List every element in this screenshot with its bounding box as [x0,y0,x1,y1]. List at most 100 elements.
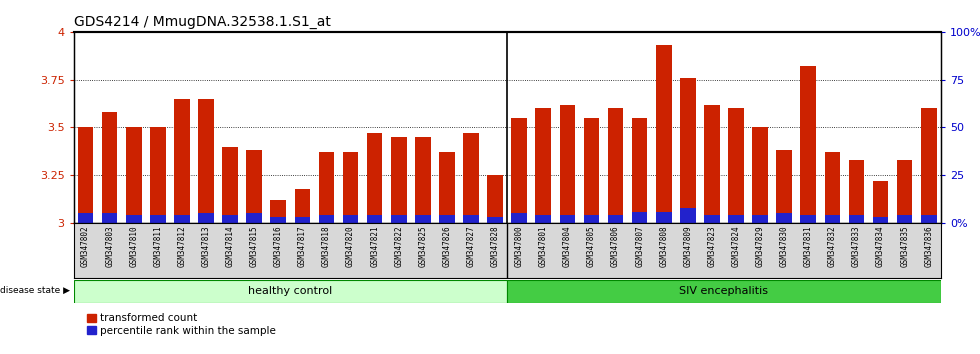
Bar [295,217,311,223]
Bar [174,215,190,223]
Bar [246,150,262,223]
Bar [246,213,262,223]
Bar [391,137,407,223]
Bar [921,108,937,223]
Bar [318,215,334,223]
Bar [391,215,407,223]
Text: GSM347809: GSM347809 [683,226,692,267]
Text: GSM347815: GSM347815 [250,226,259,267]
Bar [367,215,382,223]
Text: GSM347823: GSM347823 [708,226,716,267]
Bar [415,215,430,223]
Text: disease state ▶: disease state ▶ [0,286,70,295]
Bar [464,215,479,223]
Text: GSM347821: GSM347821 [370,226,379,267]
Bar [508,280,941,303]
Bar [584,215,600,223]
Bar [921,215,937,223]
Bar [198,213,214,223]
Bar [632,118,648,223]
Text: SIV encephalitis: SIV encephalitis [679,286,768,296]
Text: GSM347818: GSM347818 [322,226,331,267]
Text: GSM347826: GSM347826 [442,226,452,267]
Bar [512,213,527,223]
Bar [487,175,503,223]
Bar [150,127,166,223]
Bar [897,160,912,223]
Text: GSM347801: GSM347801 [539,226,548,267]
Bar [102,213,118,223]
Bar [873,217,889,223]
Legend: transformed count, percentile rank within the sample: transformed count, percentile rank withi… [87,313,275,336]
Text: GSM347804: GSM347804 [563,226,572,267]
Bar [776,213,792,223]
Text: GSM347805: GSM347805 [587,226,596,267]
Text: GSM347830: GSM347830 [780,226,789,267]
Bar [753,127,768,223]
Text: GSM347835: GSM347835 [901,226,909,267]
Bar [464,133,479,223]
Bar [415,137,430,223]
Text: GSM347808: GSM347808 [660,226,668,267]
Text: GSM347834: GSM347834 [876,226,885,267]
Bar [704,104,719,223]
Text: GSM347833: GSM347833 [852,226,861,267]
Text: GSM347828: GSM347828 [491,226,500,267]
Text: GSM347829: GSM347829 [756,226,764,267]
Text: GSM347832: GSM347832 [828,226,837,267]
Bar [824,152,840,223]
Bar [680,78,696,223]
Bar [801,66,816,223]
Bar [77,213,93,223]
Bar [728,108,744,223]
Text: GSM347825: GSM347825 [418,226,427,267]
Bar [728,215,744,223]
Bar [198,99,214,223]
Text: GSM347807: GSM347807 [635,226,644,267]
Bar [125,127,141,223]
Bar [849,160,864,223]
Text: GSM347827: GSM347827 [466,226,475,267]
Text: GSM347816: GSM347816 [273,226,283,267]
Bar [318,152,334,223]
Bar [222,215,238,223]
Bar [560,215,575,223]
Text: GSM347812: GSM347812 [177,226,186,267]
Bar [632,212,648,223]
Text: GSM347822: GSM347822 [394,226,403,267]
Bar [270,200,286,223]
Text: GSM347824: GSM347824 [731,226,741,267]
Bar [704,215,719,223]
Bar [608,215,623,223]
Text: GSM347806: GSM347806 [612,226,620,267]
Bar [174,99,190,223]
Bar [74,280,508,303]
Bar [849,215,864,223]
Bar [343,215,359,223]
Bar [873,181,889,223]
Text: GSM347802: GSM347802 [81,226,90,267]
Bar [77,127,93,223]
Bar [776,150,792,223]
Bar [824,215,840,223]
Bar [125,215,141,223]
Text: GDS4214 / MmugDNA.32538.1.S1_at: GDS4214 / MmugDNA.32538.1.S1_at [74,16,330,29]
Bar [439,215,455,223]
Text: GSM347814: GSM347814 [225,226,234,267]
Bar [680,208,696,223]
Text: healthy control: healthy control [248,286,332,296]
Bar [608,108,623,223]
Bar [656,212,671,223]
Bar [584,118,600,223]
Bar [487,217,503,223]
Bar [535,215,551,223]
Text: GSM347817: GSM347817 [298,226,307,267]
Bar [512,118,527,223]
Text: GSM347813: GSM347813 [202,226,211,267]
Text: GSM347811: GSM347811 [153,226,163,267]
Text: GSM347803: GSM347803 [105,226,114,267]
Text: GSM347800: GSM347800 [514,226,523,267]
Text: GSM347836: GSM347836 [924,226,933,267]
Bar [367,133,382,223]
Bar [560,104,575,223]
